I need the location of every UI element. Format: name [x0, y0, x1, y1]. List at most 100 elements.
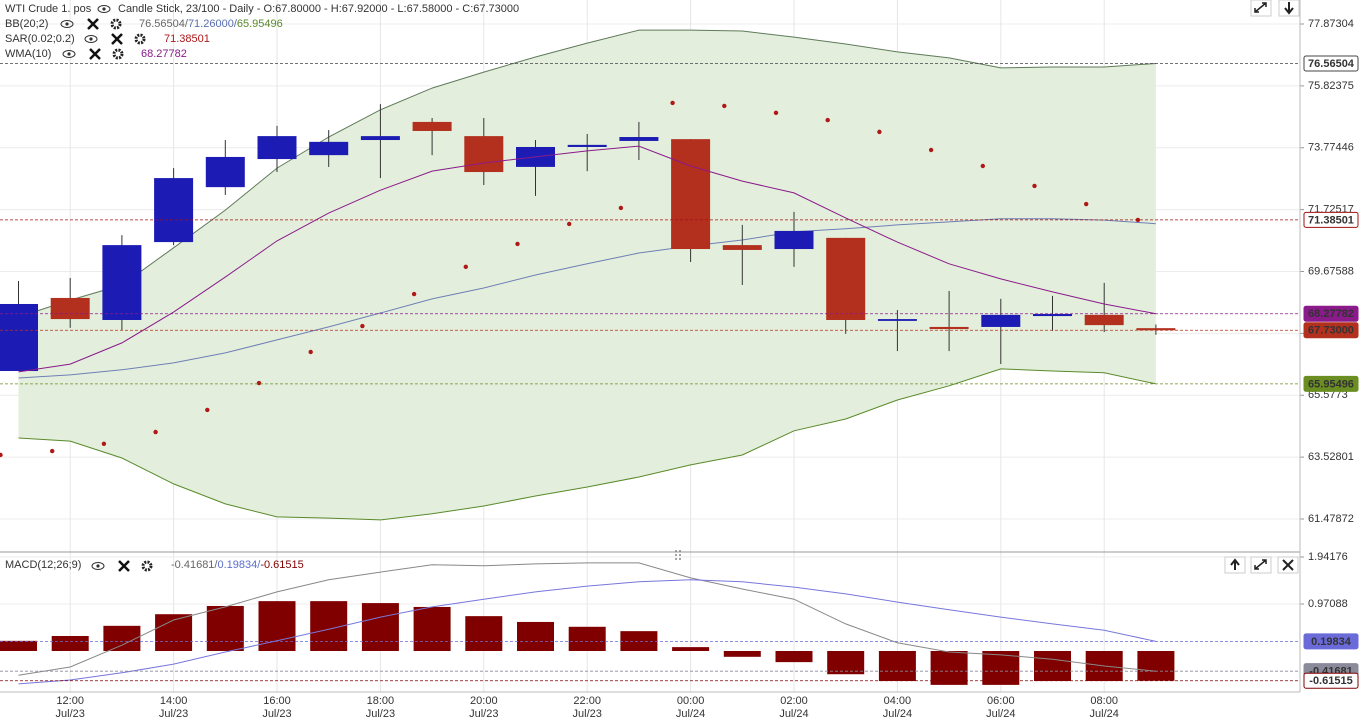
- sar-dot: [928, 147, 934, 153]
- move-up-button[interactable]: [1224, 556, 1246, 574]
- candle-body: [1084, 314, 1124, 326]
- macd-line: [18, 562, 1156, 676]
- histogram-bar: [258, 601, 296, 651]
- remove-button[interactable]: [87, 18, 99, 30]
- x-tick-label: 18:00: [367, 695, 395, 707]
- value-badge: [1303, 633, 1359, 650]
- histogram-bar: [568, 626, 606, 651]
- histogram-bar: [517, 621, 554, 651]
- visibility-toggle[interactable]: [60, 20, 74, 28]
- remove-button[interactable]: [89, 48, 101, 60]
- eye-pupil: [65, 22, 69, 26]
- sar-dot: [773, 110, 779, 116]
- settings-button[interactable]: [141, 560, 153, 572]
- y-tick-label: 69.67588: [1308, 265, 1354, 277]
- move-down-button[interactable]: [1278, 0, 1300, 17]
- value-badge: [1303, 672, 1359, 689]
- eye-icon[interactable]: [97, 5, 111, 13]
- histogram-bar: [51, 635, 89, 651]
- candle-body: [257, 136, 297, 160]
- x-tick-label: 22:00: [573, 695, 601, 707]
- visibility-toggle[interactable]: [84, 35, 98, 43]
- histogram-bar: [723, 650, 761, 657]
- x-tick-label: 20:00: [470, 695, 498, 707]
- candle-body: [877, 319, 917, 321]
- resize-button[interactable]: [1250, 0, 1272, 17]
- sar-dot: [1032, 183, 1037, 189]
- x-icon: [89, 48, 101, 60]
- settings-button[interactable]: [110, 18, 122, 30]
- indicator-value: 65.95496: [237, 18, 283, 30]
- x-tick-date: Jul/23: [262, 708, 291, 718]
- sar-dot: [0, 452, 3, 458]
- x-tick-label: 08:00: [1090, 695, 1118, 707]
- candle-body: [0, 303, 38, 372]
- indicator-value: 71.38501: [164, 33, 210, 45]
- x-icon: [118, 560, 130, 572]
- candle-body: [1136, 328, 1176, 331]
- chart-title: WTI Crude 1. pos: [5, 3, 92, 15]
- remove-button[interactable]: [118, 560, 130, 572]
- eye-icon: [60, 20, 74, 28]
- candle-body: [567, 144, 607, 147]
- visibility-toggle[interactable]: [62, 50, 76, 58]
- candle-body: [722, 245, 762, 250]
- indicator-values: 71.38501: [164, 33, 210, 45]
- candle-body: [929, 326, 969, 330]
- candle-body: [309, 141, 349, 156]
- indicator-values: 68.27782: [141, 48, 187, 60]
- x-tick-label: 02:00: [780, 695, 808, 707]
- value-badge-label: 0.19834: [1311, 636, 1352, 648]
- x-tick-date: Jul/23: [56, 708, 85, 718]
- eye-pupil: [89, 37, 93, 41]
- candle-body: [205, 156, 245, 188]
- x-tick-label: 04:00: [884, 695, 912, 707]
- value-badge-label: 67.73000: [1308, 325, 1354, 337]
- histogram-bar: [982, 650, 1020, 685]
- candle-body: [826, 237, 866, 320]
- settings-button[interactable]: [134, 33, 146, 45]
- sar-dot: [256, 380, 262, 386]
- controls: 76.56504 71.38501 68.27782 67.73000 65.95496…: [60, 0, 1359, 689]
- indicator-value: 0.19834/: [217, 559, 261, 571]
- histogram-bar: [775, 650, 813, 663]
- eye-icon: [84, 35, 98, 43]
- resize-button[interactable]: [1250, 556, 1272, 574]
- band-lower: [18, 368, 1157, 521]
- indicator-name: SAR(0.02;0.2): [5, 33, 75, 45]
- y-tick-label: 0.97088: [1308, 598, 1348, 610]
- sar-dot: [618, 205, 624, 211]
- sar-dot: [50, 448, 55, 454]
- indicator-values: -0.41681/0.19834/-0.61515: [171, 559, 304, 571]
- value-badge-label: -0.61515: [1309, 675, 1352, 687]
- value-badge-label: 71.38501: [1308, 214, 1354, 226]
- x-icon: [87, 18, 99, 30]
- histogram-bar: [878, 650, 916, 682]
- sar-dot: [411, 291, 417, 297]
- candle-body: [464, 136, 504, 173]
- x-tick-label: 12:00: [56, 695, 84, 707]
- x-tick-label: 14:00: [160, 695, 188, 707]
- value-badge: [1303, 322, 1359, 339]
- close-button[interactable]: [1277, 556, 1299, 574]
- visibility-toggle[interactable]: [91, 562, 105, 570]
- candle-body: [102, 245, 142, 320]
- candle-body: [619, 137, 659, 141]
- histogram-bar: [827, 650, 865, 675]
- wma-line: [18, 145, 1156, 373]
- indicator-value: 76.56504/: [139, 18, 189, 30]
- histogram-bar: [103, 625, 141, 651]
- sar-dot: [877, 129, 882, 135]
- sar-dot: [722, 103, 727, 109]
- histogram-bar: [413, 606, 451, 651]
- remove-button[interactable]: [111, 33, 123, 45]
- x-tick-label: 06:00: [987, 695, 1015, 707]
- settings-button[interactable]: [112, 48, 124, 60]
- legend: WTI Crude 1. pos Candle Stick, 23/100 - …: [5, 3, 519, 571]
- candle-body: [671, 139, 711, 250]
- sar-dot: [205, 407, 210, 413]
- x-tick-date: Jul/24: [1090, 708, 1119, 718]
- y-tick-label: 1.94176: [1308, 551, 1348, 563]
- histogram-bar: [0, 640, 37, 651]
- drag-handle[interactable]: [675, 550, 681, 560]
